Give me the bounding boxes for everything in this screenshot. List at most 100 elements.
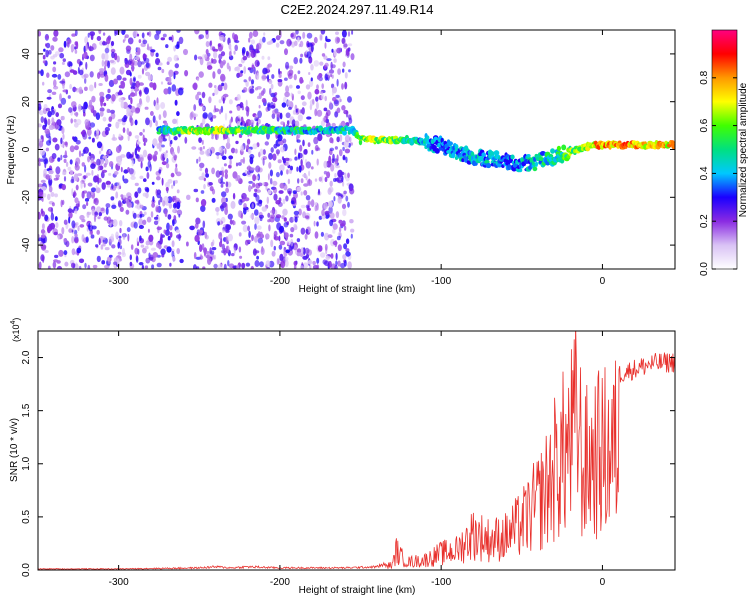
spectrogram-noise-mark: [299, 40, 304, 48]
spectrogram-noise-mark: [69, 145, 75, 153]
spectrogram-noise-mark: [284, 91, 290, 98]
spectrogram-noise-mark: [347, 261, 352, 269]
spectrogram-noise-mark: [175, 229, 181, 234]
spectrogram-noise-mark: [267, 212, 271, 218]
spectrogram-noise-mark: [79, 61, 83, 66]
spectrogram-noise-mark: [111, 51, 115, 59]
spectrogram-noise-mark: [110, 196, 115, 201]
spectrogram-noise-mark: [270, 83, 274, 90]
spectrogram-noise-mark: [320, 30, 326, 35]
spectrogram-noise-mark: [104, 74, 109, 82]
spectrogram-noise-mark: [134, 55, 140, 61]
spectrogram-noise-mark: [106, 36, 111, 45]
spectrogram-noise-mark: [119, 227, 122, 234]
spectrogram-noise-mark: [94, 211, 99, 216]
spectrogram-noise-mark: [99, 68, 105, 72]
spectrogram-noise-mark: [233, 50, 236, 55]
spectrogram-noise-mark: [250, 50, 256, 58]
spectrogram-noise-mark: [42, 255, 45, 263]
spectrogram-noise-mark: [225, 187, 230, 194]
spectrogram-noise-mark: [248, 37, 251, 43]
spectrogram-noise-mark: [143, 211, 147, 216]
spectrogram-noise-mark: [143, 178, 147, 183]
spectrogram-noise-mark: [150, 247, 156, 251]
spectrogram-noise-mark: [324, 260, 330, 267]
spectrogram-noise-mark: [305, 195, 311, 201]
spectrogram-noise-mark: [40, 196, 43, 201]
spectrogram-noise-mark: [172, 202, 177, 209]
spectrogram-noise-mark: [317, 133, 323, 142]
spectrogram-noise-mark: [74, 233, 78, 238]
spectrogram-noise-mark: [147, 155, 151, 162]
spectrogram-noise-mark: [348, 117, 353, 124]
spectrogram-noise-mark: [127, 37, 134, 45]
spectrogram-ridge-mark: [431, 144, 437, 150]
spectrogram-noise-mark: [314, 108, 318, 117]
spectrogram-noise-mark: [304, 215, 310, 219]
spectrogram-noise-mark: [98, 83, 103, 86]
spectrogram-noise-mark: [279, 253, 284, 261]
spectrogram-noise-mark: [190, 111, 194, 118]
spectrogram-noise-mark: [149, 82, 154, 88]
spectrogram-ridge-mark: [518, 168, 523, 173]
spectrogram-noise-mark: [297, 70, 301, 75]
spectrogram-noise-mark: [45, 42, 51, 49]
spectrogram-noise-mark: [284, 259, 289, 268]
spectrogram-noise-mark: [323, 202, 328, 210]
spectrogram-noise-mark: [268, 152, 273, 160]
spectrogram-noise-mark: [61, 115, 65, 121]
spectrogram-noise-mark: [165, 150, 168, 154]
spectrogram-noise-mark: [126, 151, 131, 159]
spectrogram-noise-mark: [214, 85, 217, 89]
spectrogram-noise-mark: [72, 136, 75, 140]
spectrogram-noise-mark: [110, 233, 114, 239]
spectrogram-noise-mark: [137, 74, 142, 79]
snr-x-label: Height of straight line (km): [299, 585, 416, 596]
x-tick-label: -300: [109, 276, 129, 287]
spectrogram-noise-mark: [126, 107, 131, 114]
spectrogram-noise-mark: [110, 48, 116, 54]
spectrogram-noise-mark: [170, 172, 175, 178]
spectrogram-noise-mark: [296, 238, 301, 243]
spectrogram-noise-mark: [235, 162, 239, 167]
spectrogram-noise-mark: [218, 146, 223, 154]
spectrogram-noise-mark: [207, 257, 212, 265]
spectrogram-noise-mark: [245, 106, 250, 112]
spectrogram-noise-mark: [57, 157, 61, 162]
spectrogram-noise-mark: [247, 67, 252, 71]
spectrogram-noise-mark: [131, 159, 135, 167]
spectrogram-noise-mark: [201, 139, 204, 145]
spectrogram-noise-mark: [300, 247, 304, 254]
spectrogram-noise-mark: [134, 191, 139, 198]
spectrogram-noise-mark: [98, 30, 102, 35]
spectrogram-noise-mark: [124, 58, 127, 62]
spectrogram-noise-mark: [344, 148, 351, 154]
x-tick-label: -100: [431, 577, 451, 588]
spectrogram-noise-mark: [151, 202, 156, 208]
spectrogram-noise-mark: [136, 237, 139, 244]
spectrogram-noise-mark: [38, 183, 43, 188]
spectrogram-noise-mark: [177, 145, 180, 154]
spectrogram-noise-mark: [203, 248, 207, 257]
spectrogram-noise-mark: [192, 82, 198, 91]
spectrogram-ridge-mark: [485, 162, 492, 169]
snr-frame: [37, 330, 676, 571]
spectrogram-noise-mark: [248, 166, 252, 171]
spectrogram-noise-mark: [160, 81, 164, 85]
spectrogram-noise-mark: [147, 43, 149, 51]
spectrogram-noise-mark: [82, 53, 85, 58]
spectrogram-noise-mark: [223, 163, 227, 167]
spectrogram-noise-mark: [289, 84, 293, 89]
spectrogram-noise-mark: [159, 196, 163, 203]
spectrogram-noise-mark: [200, 205, 206, 213]
spectrogram-noise-mark: [52, 137, 58, 143]
spectrogram-noise-mark: [103, 102, 107, 107]
spectrogram-noise-mark: [166, 61, 170, 65]
spectrogram-noise-mark: [241, 106, 245, 111]
spectrogram-noise-mark: [103, 52, 109, 61]
spectrogram-noise-mark: [321, 53, 326, 57]
spectrogram-noise-mark: [119, 220, 123, 227]
spectrogram-noise-mark: [62, 58, 66, 62]
spectrogram-noise-mark: [40, 208, 44, 214]
spectrogram-noise-mark: [317, 245, 323, 252]
